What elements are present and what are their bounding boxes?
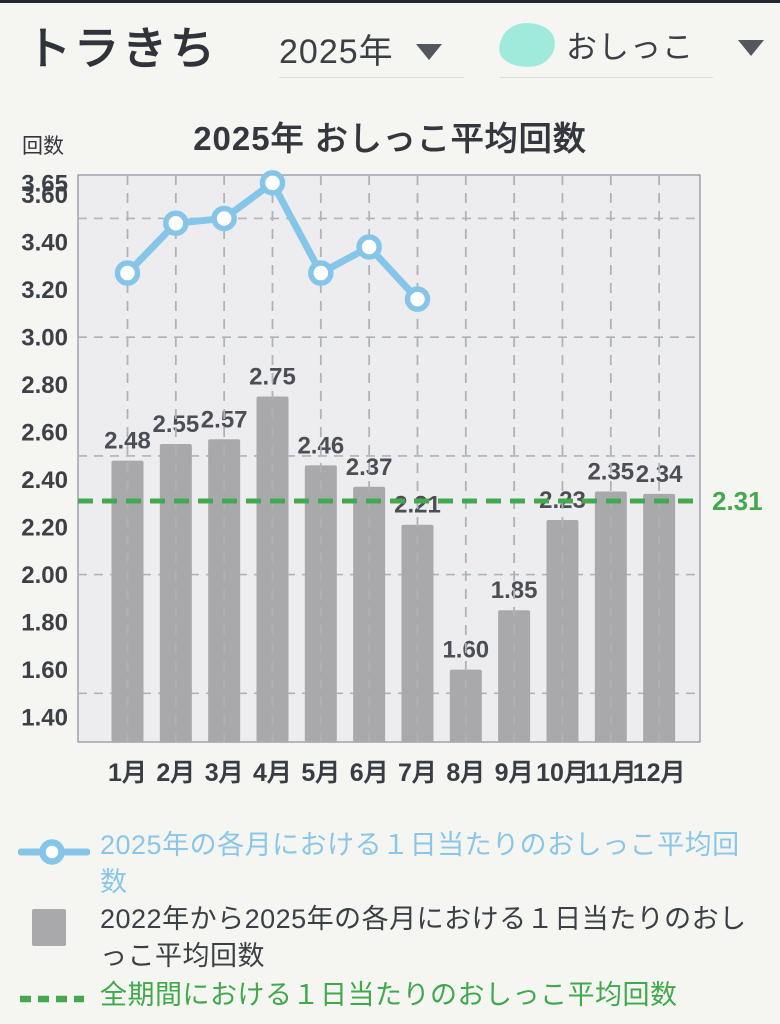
svg-text:1月: 1月 (108, 759, 147, 787)
svg-text:8月: 8月 (446, 759, 485, 787)
legend-item-line-series: 2025年の各月における１日当たりのおしっこ平均回数 (17, 827, 748, 901)
legend-item-reference-line: 全期間における１日当たりのおしっこ平均回数 (18, 977, 748, 1014)
svg-text:2月: 2月 (156, 759, 195, 787)
bar-series-icon (18, 901, 100, 952)
svg-text:1.80: 1.80 (21, 610, 68, 637)
pet-name: トラきち (26, 23, 219, 74)
svg-text:3.60: 3.60 (21, 182, 68, 209)
chart-title: 2025年 おしっこ平均回数 (193, 120, 587, 157)
chart-root: 2.482.552.572.752.462.372.211.601.852.23… (21, 170, 763, 787)
record-type-selector[interactable]: おしっこ (497, 20, 764, 69)
svg-text:2.80: 2.80 (21, 372, 68, 399)
line-series-icon (17, 827, 100, 870)
year-selector-underline (279, 77, 464, 78)
combo-chart: 2.482.552.572.752.462.372.211.601.852.23… (21, 170, 763, 787)
svg-text:1.40: 1.40 (21, 705, 68, 732)
chevron-down-icon (738, 39, 764, 56)
y-axis-unit-label: 回数 (22, 135, 64, 158)
svg-text:10月: 10月 (536, 759, 589, 787)
svg-text:7月: 7月 (398, 759, 437, 787)
reference-line: 2.31 (78, 486, 763, 516)
record-type-value: おしっこ (566, 30, 694, 65)
svg-text:3月: 3月 (205, 759, 244, 787)
svg-text:1.60: 1.60 (21, 657, 68, 684)
svg-text:3.40: 3.40 (21, 230, 68, 257)
legend-label: 2022年から2025年の各月における１日当たりのおしっこ平均回数 (100, 904, 747, 971)
vertical-gridlines (126, 175, 661, 742)
svg-text:5月: 5月 (301, 759, 340, 787)
bar-12月 (643, 493, 676, 742)
reference-value-label: 2.31 (712, 486, 763, 516)
chevron-down-icon (415, 43, 442, 60)
svg-text:6月: 6月 (350, 759, 389, 787)
trend-line (114, 170, 431, 312)
svg-text:11月: 11月 (585, 759, 636, 787)
svg-text:2.20: 2.20 (21, 515, 68, 542)
year-selector[interactable]: 2025年 (279, 24, 442, 73)
legend-item-bar-series: 2022年から2025年の各月における１日当たりのおしっこ平均回数 (18, 901, 748, 975)
svg-text:9月: 9月 (495, 759, 534, 787)
top-border (0, 0, 780, 3)
dashed-line-icon (18, 977, 100, 1009)
svg-text:2.40: 2.40 (21, 467, 68, 494)
record-type-underline (500, 77, 713, 78)
bar-1月 (111, 460, 144, 742)
svg-text:12月: 12月 (633, 759, 686, 787)
legend-label: 2025年の各月における１日当たりのおしっこ平均回数 (100, 830, 740, 897)
svg-text:3.20: 3.20 (21, 277, 68, 304)
bar-9月 (498, 610, 531, 742)
bar-5月 (304, 465, 337, 742)
y-axis-tick-labels: 1.40 1.60 1.80 2.00 2.20 2.40 2.60 2.80 3.00 3.20… (21, 170, 68, 731)
legend-label: 全期間における１日当たりのおしっこ平均回数 (100, 980, 678, 1010)
bar-4月 (256, 396, 289, 742)
year-selector-value: 2025年 (279, 33, 394, 71)
svg-text:3.00: 3.00 (21, 325, 68, 352)
svg-text:4月: 4月 (253, 759, 292, 787)
svg-text:2.60: 2.60 (21, 420, 68, 447)
pee-blob-icon (497, 20, 557, 69)
svg-text:3.65: 3.65 (21, 170, 68, 197)
svg-text:2.00: 2.00 (21, 562, 68, 589)
